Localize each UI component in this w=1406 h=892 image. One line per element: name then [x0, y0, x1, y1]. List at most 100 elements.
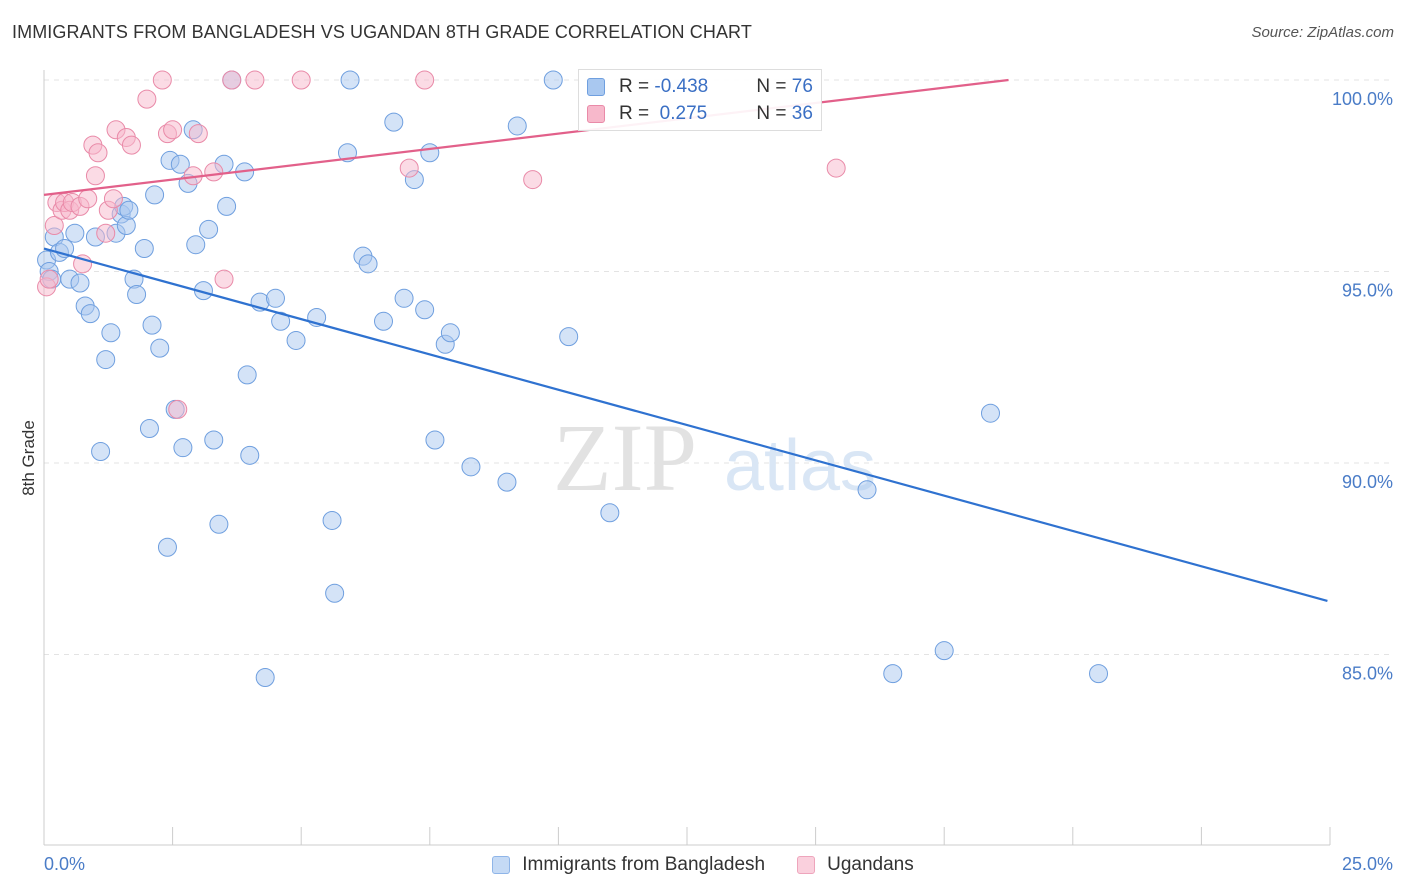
- bangladesh-point-68: [507, 116, 527, 136]
- bangladesh-point-10: [80, 304, 100, 324]
- bangladesh-point-37: [204, 430, 224, 450]
- chart-title: IMMIGRANTS FROM BANGLADESH VS UGANDAN 8T…: [12, 22, 752, 42]
- ugandans-point-21: [152, 70, 172, 90]
- bangladesh-point-23: [139, 419, 159, 439]
- bangladesh-point-8: [70, 273, 90, 293]
- legend-n-label: N =: [756, 103, 792, 124]
- x-ticks: [172, 827, 1331, 845]
- series-legend: Immigrants from Bangladesh Ugandans: [0, 852, 1406, 878]
- bangladesh-point-44: [240, 445, 260, 465]
- bangladesh-point-27: [157, 537, 177, 557]
- legend-swatch-blue: [492, 856, 511, 874]
- bangladesh-point-56: [358, 254, 378, 274]
- bangladesh-point-74: [934, 641, 954, 661]
- legend-r-label: R =: [619, 103, 655, 124]
- ugandans-point-28: [214, 269, 234, 289]
- legend-label-ugandans: Ugandans: [827, 854, 914, 875]
- legend-label-bangladesh: Immigrants from Bangladesh: [522, 854, 766, 875]
- bangladesh-point-76: [1089, 664, 1109, 684]
- ugandans-point-30: [245, 70, 265, 90]
- ugandans-point-24: [168, 399, 188, 419]
- bangladesh-point-12: [91, 442, 111, 462]
- ugandans-point-16: [103, 189, 123, 209]
- bangladesh-point-43: [237, 365, 257, 385]
- y-tick-labels: 85.0% 90.0% 95.0% 100.0%: [1332, 89, 1393, 684]
- bangladesh-point-34: [186, 235, 206, 255]
- bangladesh-point-13: [96, 350, 116, 370]
- bangladesh-point-30: [170, 154, 190, 174]
- y-tick-label-85: 85.0%: [1342, 664, 1393, 684]
- legend-item-ugandans[interactable]: Ugandans: [797, 854, 914, 876]
- ugandans-point-23: [163, 120, 183, 140]
- y-tick-label-100: 100.0%: [1332, 89, 1393, 109]
- legend-r-label: R =: [619, 76, 655, 97]
- bangladesh-point-47: [265, 288, 285, 308]
- bangladesh-point-25: [145, 185, 165, 205]
- watermark-atlas: atlas: [724, 426, 876, 506]
- legend-swatch-blue: [587, 78, 605, 96]
- ugandans-point-35: [826, 158, 846, 178]
- ugandans-trend-line: [43, 78, 1009, 196]
- ugandans-point-13: [88, 143, 108, 163]
- legend-r-value: 0.275: [654, 103, 708, 124]
- bangladesh-point-69: [543, 70, 563, 90]
- legend-n-label: N =: [756, 76, 792, 97]
- bangladesh-point-66: [461, 457, 481, 477]
- legend-n-value: 36: [791, 103, 813, 124]
- bangladesh-point-52: [325, 583, 345, 603]
- ugandans-point-19: [121, 135, 141, 155]
- ugandans-point-12: [85, 166, 105, 186]
- bangladesh-point-26: [150, 338, 170, 358]
- bangladesh-point-14: [101, 323, 121, 343]
- ugandans-point-27: [204, 162, 224, 182]
- legend-item-bangladesh[interactable]: Immigrants from Bangladesh: [492, 854, 765, 876]
- bangladesh-point-72: [857, 480, 877, 500]
- legend-swatch-pink: [587, 105, 605, 123]
- bangladesh-point-31: [173, 438, 193, 458]
- legend-n-value: 76: [791, 76, 813, 97]
- bangladesh-point-61: [415, 300, 435, 320]
- legend-row-bangladesh: R = -0.438 N = 76: [587, 74, 813, 100]
- bangladesh-point-19: [119, 200, 139, 220]
- watermark: ZIP atlas: [553, 404, 876, 511]
- ugandans-point-29: [222, 70, 242, 90]
- bangladesh-point-38: [209, 514, 229, 534]
- legend-r-value: -0.438: [654, 76, 709, 97]
- bangladesh-point-46: [255, 667, 275, 687]
- bangladesh-point-40: [217, 196, 237, 216]
- trend-lines: [43, 78, 1328, 602]
- legend-swatch-pink: [797, 856, 816, 874]
- y-tick-label-90: 90.0%: [1342, 472, 1393, 492]
- bangladesh-point-51: [322, 510, 342, 530]
- bangladesh-trend-line: [43, 247, 1328, 602]
- chart-source: Source: ZipAtlas.com: [1251, 24, 1394, 41]
- stats-legend: R = -0.438 N = 76 R = 0.275 N = 36: [578, 69, 822, 131]
- legend-row-ugandans: R = 0.275 N = 36: [587, 101, 813, 127]
- y-axis-title: 8th Grade: [19, 420, 38, 496]
- ugandans-point-2: [44, 216, 64, 236]
- bangladesh-point-48: [271, 311, 291, 331]
- bangladesh-point-70: [559, 327, 579, 347]
- bangladesh-point-7: [65, 223, 85, 243]
- bangladesh-point-49: [286, 330, 306, 350]
- bangladesh-point-62: [420, 143, 440, 163]
- series-bangladesh-points: [37, 70, 1109, 687]
- bangladesh-point-21: [127, 284, 147, 304]
- y-tick-label-95: 95.0%: [1342, 281, 1393, 301]
- ugandans-point-31: [291, 70, 311, 90]
- x-tick-label-max: 25.0%: [1342, 854, 1393, 874]
- series-ugandans-points: [37, 70, 846, 419]
- ugandans-point-1: [39, 269, 59, 289]
- x-tick-label-min: 0.0%: [44, 854, 85, 874]
- bangladesh-point-75: [980, 403, 1000, 423]
- ugandans-point-26: [188, 124, 208, 144]
- watermark-zip: ZIP: [553, 404, 697, 511]
- ugandans-point-34: [523, 170, 543, 190]
- bangladesh-point-22: [134, 239, 154, 259]
- ugandans-point-10: [78, 189, 98, 209]
- bangladesh-point-63: [425, 430, 445, 450]
- ugandans-point-33: [415, 70, 435, 90]
- bangladesh-point-36: [199, 219, 219, 239]
- ugandans-point-14: [96, 223, 116, 243]
- grid-lines: [44, 79, 1393, 655]
